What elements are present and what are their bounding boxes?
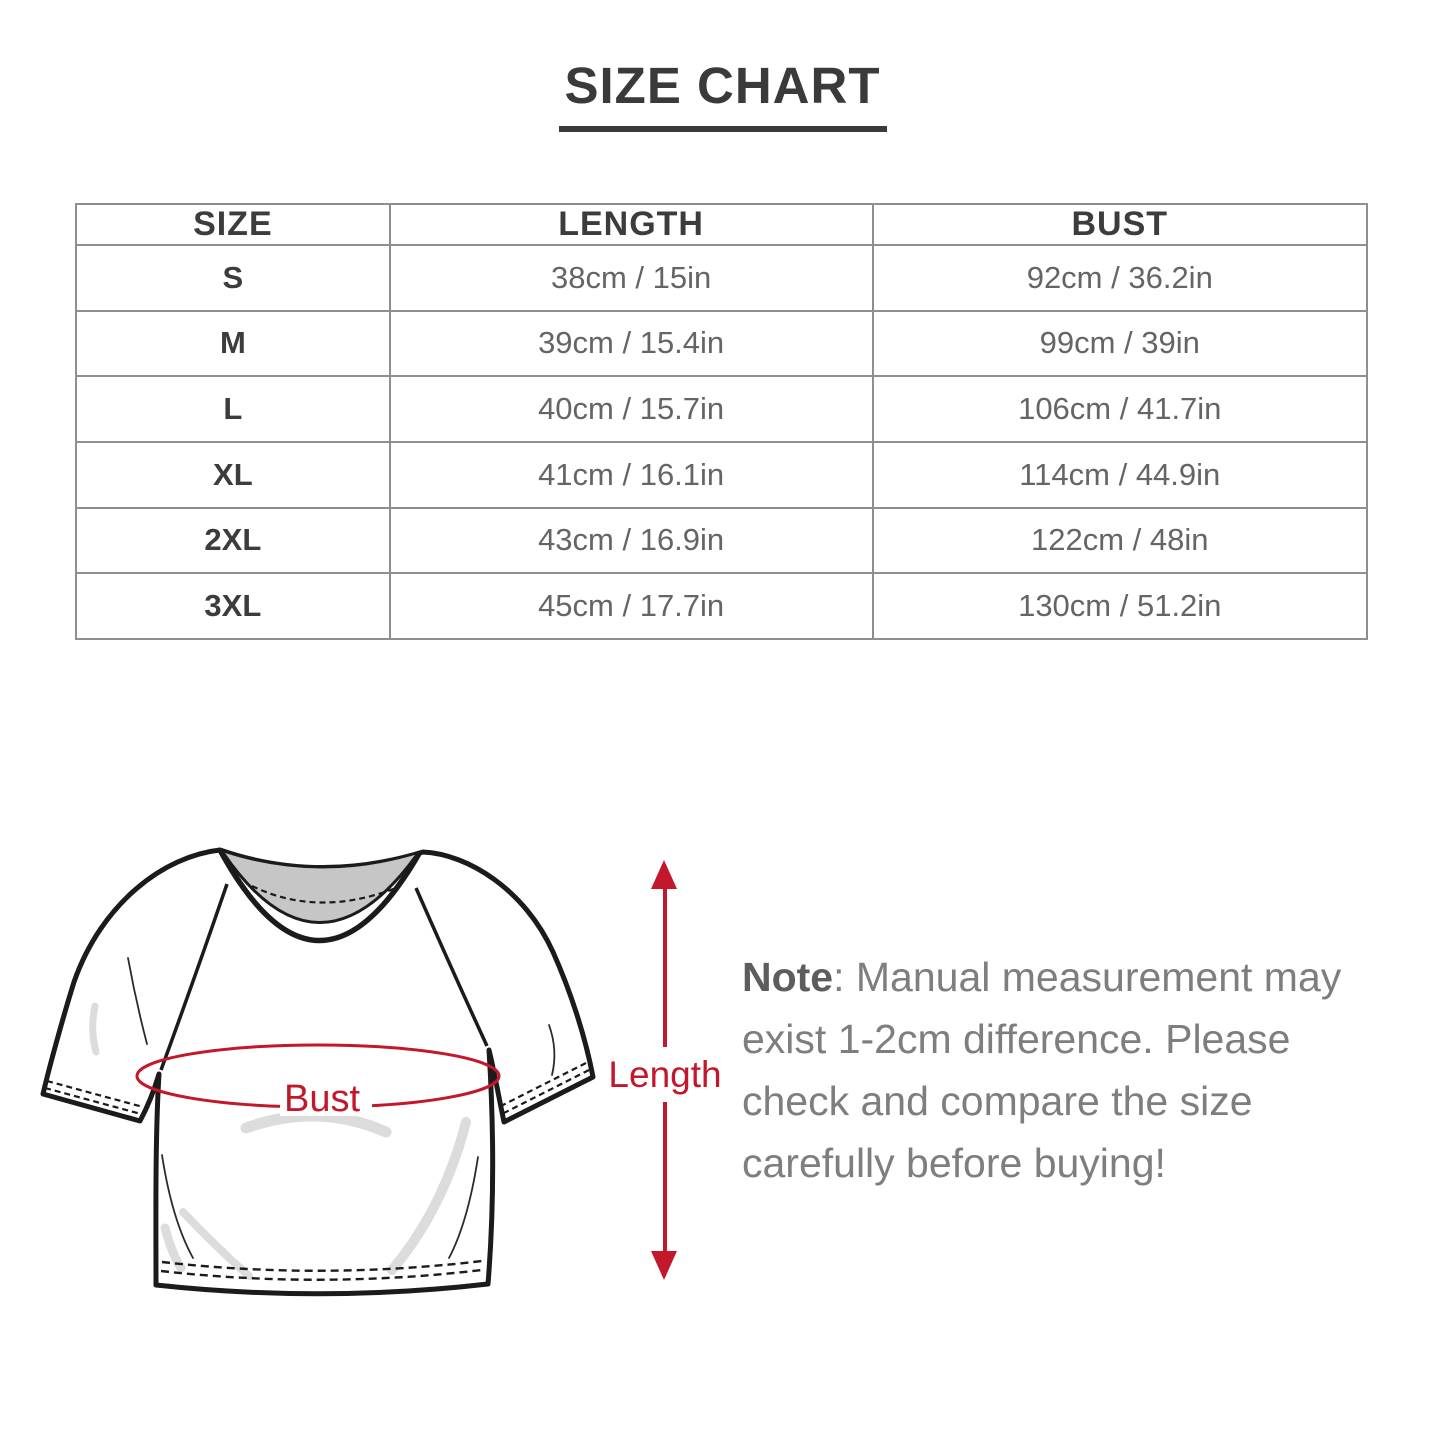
table-row: S 38cm / 15in 92cm / 36.2in <box>75 244 1369 312</box>
bust-value: 122cm / 48in <box>871 506 1369 575</box>
bust-value: 114cm / 44.9in <box>871 440 1369 509</box>
size-label: 2XL <box>75 506 391 575</box>
fabric-shading <box>89 1002 471 1280</box>
table-row: L 40cm / 15.7in 106cm / 41.7in <box>75 375 1369 443</box>
table-row: 3XL 45cm / 17.7in 130cm / 51.2in <box>75 572 1369 640</box>
collar-band-outer <box>217 848 423 944</box>
table-row: XL 41cm / 16.1in 114cm / 44.9in <box>75 440 1369 509</box>
note-line1-rest: : Manual measurement may <box>833 954 1342 1000</box>
raglan-seam-left <box>159 883 229 1071</box>
size-label: L <box>75 375 391 443</box>
length-value: 40cm / 15.7in <box>388 375 874 443</box>
note-line: carefully before buying! <box>742 1140 1166 1186</box>
bust-label-backing <box>280 1080 372 1116</box>
length-value: 39cm / 15.4in <box>388 309 874 378</box>
cuff-stitches <box>44 1062 590 1116</box>
note-bold-label: Note <box>742 954 834 1000</box>
raglan-seam-right <box>414 887 489 1047</box>
bust-value: 106cm / 41.7in <box>871 375 1369 443</box>
length-value: 45cm / 17.7in <box>388 572 874 640</box>
tshirt-outline <box>40 847 596 1297</box>
crease-lines <box>127 957 556 1259</box>
collar-stitch-line <box>251 885 397 904</box>
collar-band-inner <box>222 853 418 924</box>
size-label: XL <box>75 440 391 509</box>
bust-value: 130cm / 51.2in <box>871 572 1369 640</box>
bust-label: Bust <box>284 1078 360 1120</box>
bust-value: 99cm / 39in <box>871 309 1369 378</box>
table-header-row: SIZE LENGTH BUST <box>75 203 1369 246</box>
hem-stitches <box>160 1259 483 1281</box>
column-header-bust: BUST <box>871 203 1369 246</box>
tshirt-diagram: Bust <box>40 847 596 1297</box>
size-label: 3XL <box>75 572 391 640</box>
length-arrow-down-icon <box>651 1251 677 1280</box>
note-text: Note: Manual measurement may exist 1-2cm… <box>742 946 1442 1194</box>
length-value: 38cm / 15in <box>388 244 874 312</box>
size-label: S <box>75 244 391 312</box>
note-line: exist 1-2cm difference. Please <box>742 1016 1291 1062</box>
note-line: check and compare the size <box>742 1078 1253 1124</box>
length-arrow-up-icon <box>651 860 677 889</box>
column-header-size: SIZE <box>75 203 391 246</box>
title-wrap: SIZE CHART <box>0 56 1445 132</box>
length-value: 43cm / 16.9in <box>388 506 874 575</box>
size-chart-table: SIZE LENGTH BUST S 38cm / 15in 92cm / 36… <box>75 203 1369 640</box>
length-value: 41cm / 16.1in <box>388 440 874 509</box>
bust-value: 92cm / 36.2in <box>871 244 1369 312</box>
page-title: SIZE CHART <box>558 56 887 132</box>
column-header-length: LENGTH <box>388 203 874 246</box>
length-label: Length <box>605 1047 725 1102</box>
table-row: 2XL 43cm / 16.9in 122cm / 48in <box>75 506 1369 575</box>
note-line: Note: Manual measurement may <box>742 946 1442 1008</box>
table-row: M 39cm / 15.4in 99cm / 39in <box>75 309 1369 378</box>
size-label: M <box>75 309 391 378</box>
